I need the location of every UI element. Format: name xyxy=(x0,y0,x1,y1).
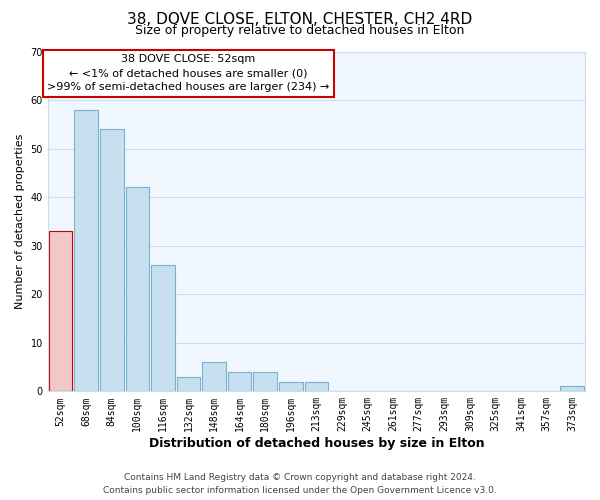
Bar xyxy=(100,129,124,392)
Bar xyxy=(305,382,328,392)
Text: Contains HM Land Registry data © Crown copyright and database right 2024.
Contai: Contains HM Land Registry data © Crown c… xyxy=(103,473,497,495)
Text: Size of property relative to detached houses in Elton: Size of property relative to detached ho… xyxy=(136,24,464,37)
Bar xyxy=(74,110,98,392)
X-axis label: Distribution of detached houses by size in Elton: Distribution of detached houses by size … xyxy=(149,437,484,450)
Bar xyxy=(202,362,226,392)
Bar xyxy=(177,377,200,392)
Bar xyxy=(151,265,175,392)
Bar xyxy=(49,231,73,392)
Y-axis label: Number of detached properties: Number of detached properties xyxy=(15,134,25,309)
Bar xyxy=(125,188,149,392)
Bar xyxy=(560,386,584,392)
Text: 38 DOVE CLOSE: 52sqm  
← <1% of detached houses are smaller (0)
>99% of semi-det: 38 DOVE CLOSE: 52sqm ← <1% of detached h… xyxy=(47,54,329,92)
Bar xyxy=(228,372,251,392)
Text: 38, DOVE CLOSE, ELTON, CHESTER, CH2 4RD: 38, DOVE CLOSE, ELTON, CHESTER, CH2 4RD xyxy=(127,12,473,28)
Bar xyxy=(279,382,302,392)
Bar xyxy=(253,372,277,392)
